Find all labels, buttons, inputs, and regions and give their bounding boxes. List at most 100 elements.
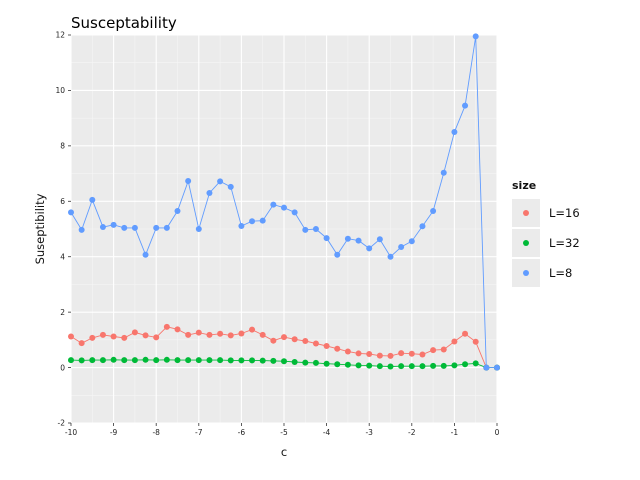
legend-item-l-16: L=16 <box>512 199 580 227</box>
data-point-l-16 <box>312 340 319 347</box>
data-point-l-16 <box>451 338 458 345</box>
data-point-l-32 <box>334 361 341 368</box>
x-tick-label: -5 <box>280 428 288 437</box>
x-tick-label: -3 <box>365 428 373 437</box>
data-point-l-8 <box>131 224 138 231</box>
data-point-l-32 <box>110 356 117 363</box>
x-tick-label: -9 <box>110 428 118 437</box>
legend-label: L=8 <box>549 266 572 280</box>
x-tick-label: -1 <box>451 428 459 437</box>
data-point-l-16 <box>185 331 192 338</box>
data-point-l-8 <box>217 178 224 185</box>
y-tick-label: 12 <box>55 31 65 40</box>
data-point-l-16 <box>78 340 85 347</box>
data-point-l-8 <box>259 217 266 224</box>
data-point-l-8 <box>312 226 319 232</box>
x-tick-label: -2 <box>408 428 416 437</box>
data-point-l-32 <box>281 358 287 365</box>
data-point-l-16 <box>376 352 383 359</box>
data-point-l-32 <box>355 362 362 369</box>
y-tick-label: -2 <box>58 419 66 428</box>
data-point-l-8 <box>227 183 234 190</box>
data-point-l-16 <box>462 330 469 337</box>
data-point-l-16 <box>238 330 245 337</box>
data-point-l-8 <box>366 245 373 252</box>
data-point-l-8 <box>472 33 479 40</box>
data-point-l-8 <box>440 169 447 176</box>
data-point-l-16 <box>440 346 447 353</box>
data-point-l-32 <box>68 357 74 364</box>
data-point-l-32 <box>430 362 437 369</box>
data-point-l-32 <box>131 357 138 364</box>
data-point-l-32 <box>387 363 394 370</box>
legend-key-marker <box>523 240 529 246</box>
data-point-l-16 <box>419 351 426 358</box>
data-point-l-16 <box>270 337 277 344</box>
y-tick-label: 2 <box>60 308 65 317</box>
data-point-l-8 <box>451 129 458 135</box>
data-point-l-16 <box>387 352 394 359</box>
data-point-l-8 <box>142 251 149 258</box>
legend-item-l-8: L=8 <box>512 259 572 287</box>
data-point-l-16 <box>153 334 160 341</box>
data-point-l-8 <box>249 218 256 225</box>
data-point-l-8 <box>334 251 341 258</box>
x-axis-ticks: -10 -9 -8 -7 -6 -5 -4 -3 -2 -1 0 <box>65 423 500 437</box>
data-point-l-8 <box>494 364 500 371</box>
data-point-l-16 <box>174 326 181 333</box>
data-point-l-32 <box>142 356 149 363</box>
x-tick-label: -6 <box>238 428 246 437</box>
data-point-l-32 <box>99 357 106 364</box>
data-point-l-8 <box>153 224 160 231</box>
legend-title: size <box>512 179 536 192</box>
data-point-l-16 <box>408 350 415 357</box>
data-point-l-16 <box>217 330 224 337</box>
data-point-l-32 <box>249 357 256 364</box>
chart-title: Susceptability <box>71 14 177 32</box>
data-point-l-32 <box>376 363 383 370</box>
data-point-l-16 <box>249 326 256 333</box>
data-point-l-16 <box>131 329 138 336</box>
y-tick-label: 10 <box>55 86 65 95</box>
data-point-l-16 <box>344 348 351 355</box>
data-point-l-32 <box>121 357 128 364</box>
data-point-l-32 <box>302 359 309 366</box>
y-axis-title: Suseptibility <box>33 193 47 264</box>
data-point-l-32 <box>462 361 469 368</box>
data-point-l-8 <box>185 178 192 185</box>
data-point-l-8 <box>355 237 362 244</box>
data-point-l-8 <box>68 209 74 216</box>
data-point-l-8 <box>281 204 287 211</box>
data-point-l-16 <box>472 338 479 345</box>
data-point-l-16 <box>430 347 437 354</box>
data-point-l-32 <box>419 363 426 370</box>
data-point-l-8 <box>270 201 277 208</box>
x-tick-label: -4 <box>323 428 331 437</box>
data-point-l-8 <box>206 189 213 196</box>
data-point-l-32 <box>78 357 85 364</box>
data-point-l-32 <box>174 357 181 364</box>
data-point-l-32 <box>89 357 96 364</box>
data-point-l-8 <box>291 209 298 216</box>
data-point-l-16 <box>163 323 170 330</box>
data-point-l-8 <box>195 226 202 232</box>
y-tick-label: 4 <box>60 252 65 261</box>
x-tick-label: -8 <box>152 428 160 437</box>
data-point-l-32 <box>270 357 277 364</box>
data-point-l-8 <box>99 224 106 231</box>
data-point-l-32 <box>163 356 170 363</box>
x-tick-label: -7 <box>195 428 203 437</box>
legend-label: L=16 <box>549 206 580 220</box>
data-point-l-32 <box>366 362 373 369</box>
data-point-l-32 <box>408 363 415 370</box>
x-axis-title: c <box>281 445 287 459</box>
data-point-l-16 <box>334 345 341 352</box>
data-point-l-8 <box>387 253 394 260</box>
legend-item-l-32: L=32 <box>512 229 580 257</box>
data-point-l-16 <box>291 336 298 343</box>
data-point-l-8 <box>238 222 245 229</box>
data-point-l-16 <box>99 331 106 338</box>
data-point-l-8 <box>408 238 415 245</box>
data-point-l-32 <box>185 357 192 364</box>
data-point-l-32 <box>291 359 298 366</box>
